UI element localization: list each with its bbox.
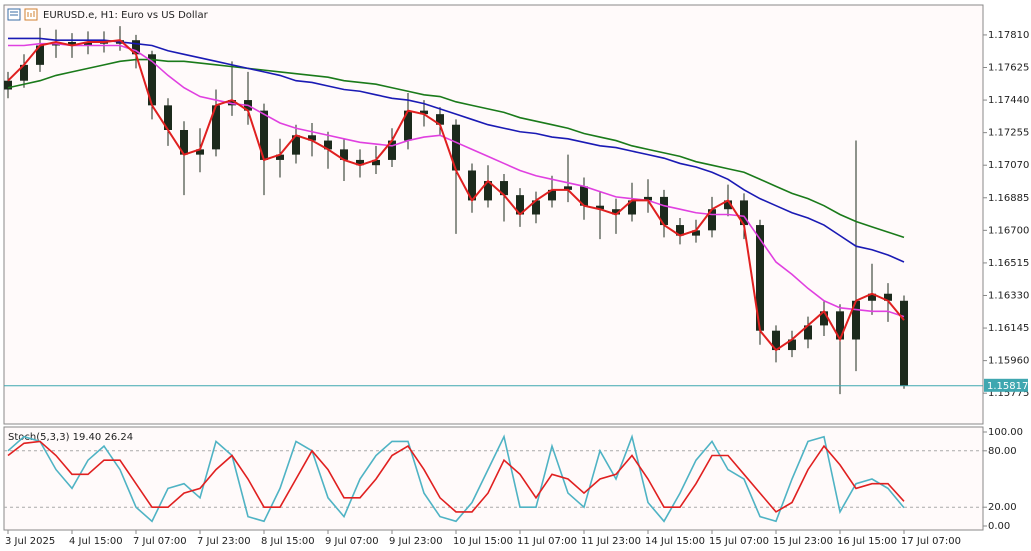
candle-body <box>596 205 604 210</box>
y-tick-label: 1.16145 <box>988 323 1029 334</box>
stoch-title: Stoch(5,3,3) 19.40 26.24 <box>8 432 133 443</box>
candle-body <box>372 159 380 166</box>
candle-body <box>820 311 828 326</box>
y-tick-label: 1.17440 <box>988 95 1029 106</box>
x-tick-label: 17 Jul 07:00 <box>901 536 961 547</box>
y-tick-label: 20.00 <box>988 502 1017 513</box>
x-tick-label: 10 Jul 15:00 <box>453 536 513 547</box>
line-series <box>8 37 905 263</box>
candle-body <box>164 105 172 130</box>
y-tick-label: 1.15775 <box>988 388 1029 399</box>
x-tick-label: 16 Jul 15:00 <box>837 536 897 547</box>
candle-body <box>276 154 284 160</box>
candle-body <box>548 189 556 201</box>
line-series <box>7 440 905 513</box>
line-series <box>7 433 905 523</box>
candle-body <box>196 149 204 155</box>
x-tick-label: 15 Jul 07:00 <box>709 536 769 547</box>
y-tick-label: 1.17070 <box>988 160 1029 171</box>
candle-body <box>756 225 764 331</box>
line-series <box>7 39 905 352</box>
candle-body <box>708 209 716 231</box>
candle-body <box>452 124 460 171</box>
y-tick-label: 100.00 <box>988 427 1023 438</box>
y-tick-label: 80.00 <box>988 446 1017 457</box>
x-tick-label: 9 Jul 07:00 <box>325 536 379 547</box>
line-series <box>7 58 905 239</box>
candle-body <box>436 114 444 125</box>
x-tick-label: 14 Jul 15:00 <box>645 536 705 547</box>
candle-body <box>852 300 860 340</box>
candle-body <box>788 339 796 351</box>
y-tick-label: 1.16885 <box>988 193 1029 204</box>
candle-body <box>484 181 492 201</box>
x-tick-label: 7 Jul 07:00 <box>133 536 187 547</box>
x-tick-label: 11 Jul 07:00 <box>517 536 577 547</box>
candle-body <box>724 200 732 210</box>
y-tick-label: 1.15960 <box>988 356 1029 367</box>
y-tick-label: 1.17255 <box>988 128 1029 139</box>
candle-body <box>532 200 540 215</box>
candle-body <box>404 110 412 141</box>
candle-body <box>84 41 92 46</box>
candle-body <box>740 200 748 226</box>
candle-body <box>884 293 892 301</box>
candle-body <box>340 149 348 160</box>
candle-body <box>132 40 140 55</box>
candle-body <box>420 110 428 115</box>
candle-body <box>228 100 236 106</box>
candle-body <box>580 186 588 206</box>
y-tick-label: 1.16515 <box>988 258 1029 269</box>
candle-body <box>20 64 28 81</box>
candle-body <box>356 159 364 166</box>
candle-body <box>260 110 268 160</box>
candle-body <box>836 311 844 340</box>
candle-body <box>660 196 668 226</box>
candle-body <box>308 135 316 141</box>
candle-body <box>468 170 476 201</box>
candle-body <box>612 209 620 215</box>
candle-body <box>148 54 156 106</box>
x-tick-label: 4 Jul 15:00 <box>69 536 123 547</box>
candle-body <box>36 45 44 65</box>
current-price-box <box>984 378 1028 392</box>
y-tick-label: 1.16330 <box>988 290 1029 301</box>
candle-body <box>628 200 636 215</box>
y-tick-label: 1.17810 <box>988 30 1029 41</box>
current-price-label: 1.15817 <box>987 381 1028 392</box>
candle-body <box>292 135 300 155</box>
candle-body <box>388 140 396 160</box>
x-tick-label: 8 Jul 15:00 <box>261 536 315 547</box>
candle-body <box>4 80 12 90</box>
x-tick-label: 11 Jul 23:00 <box>581 536 641 547</box>
candle-body <box>500 181 508 196</box>
candle-body <box>804 325 812 340</box>
line-series <box>8 42 905 318</box>
stoch-panel <box>3 426 984 531</box>
x-tick-label: 9 Jul 23:00 <box>389 536 443 547</box>
x-tick-label: 15 Jul 23:00 <box>773 536 833 547</box>
candle-body <box>772 330 780 351</box>
y-tick-label: 1.17625 <box>988 62 1029 73</box>
chart-icons <box>7 8 38 21</box>
candle-body <box>676 225 684 236</box>
candle-body <box>516 195 524 215</box>
candle-body <box>564 186 572 190</box>
candle-body <box>212 105 220 150</box>
candle-body <box>644 196 652 201</box>
candle-body <box>692 230 700 236</box>
chart-title: EURUSD.e, H1: Euro vs US Dollar <box>43 10 209 21</box>
y-tick-label: 1.16700 <box>988 225 1029 236</box>
x-tick-label: 7 Jul 23:00 <box>197 536 251 547</box>
y-tick-label: 0.00 <box>988 521 1010 532</box>
candle-body <box>868 293 876 301</box>
x-tick-label: 3 Jul 2025 <box>5 536 55 547</box>
candle-body <box>68 41 76 46</box>
candle-body <box>324 140 332 150</box>
candle-body <box>180 129 188 155</box>
candle-body <box>900 300 908 386</box>
